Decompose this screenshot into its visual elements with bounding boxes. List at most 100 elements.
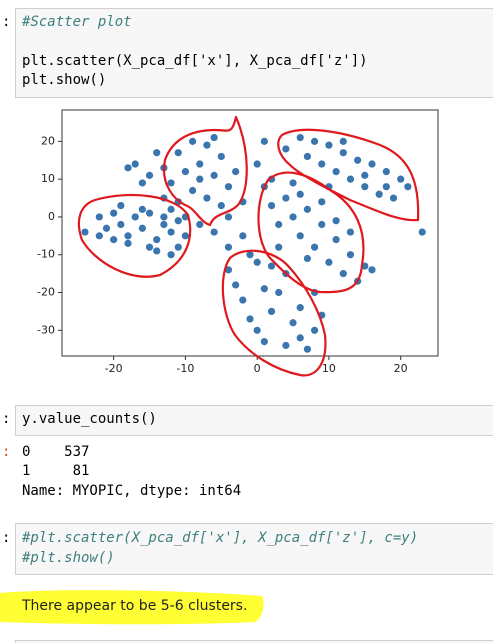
code-cell[interactable]	[15, 8, 493, 98]
point	[167, 179, 175, 187]
point	[260, 338, 268, 346]
point	[325, 258, 333, 266]
code-cell[interactable]	[15, 640, 493, 643]
x-tick-label: 20	[394, 362, 408, 375]
point	[145, 171, 154, 179]
point	[382, 183, 390, 191]
point	[153, 149, 161, 157]
point	[275, 243, 283, 251]
point	[239, 232, 247, 240]
point	[310, 243, 319, 251]
point	[346, 251, 355, 259]
point	[310, 326, 319, 334]
point	[267, 307, 276, 316]
cluster-loop	[162, 115, 248, 227]
point	[260, 137, 268, 145]
point	[224, 213, 233, 221]
point	[368, 266, 376, 274]
point	[325, 141, 333, 149]
prompt: :	[2, 14, 10, 30]
highlight	[0, 590, 264, 625]
point	[296, 232, 304, 240]
cluster-loop	[77, 193, 192, 278]
point	[267, 202, 276, 210]
point	[210, 133, 218, 142]
y-tick-label: -30	[37, 323, 55, 336]
point	[375, 190, 383, 198]
code-line: y.value_counts()	[22, 411, 157, 427]
x-tick-label: 10	[322, 362, 336, 375]
point	[253, 326, 261, 334]
point	[389, 194, 398, 202]
point	[275, 288, 283, 297]
point	[361, 171, 369, 179]
point	[188, 186, 197, 195]
point	[174, 149, 182, 157]
code-line: plt.show()	[22, 72, 106, 88]
point	[110, 209, 118, 217]
output-line: 0 537	[22, 444, 89, 460]
point	[224, 243, 233, 251]
code-comment: #plt.scatter(X_pca_df['x'], X_pca_df['z'…	[21, 530, 418, 546]
code-cell[interactable]	[15, 523, 493, 575]
code-comment: #plt.show()	[21, 550, 115, 566]
point	[167, 228, 175, 236]
point	[167, 205, 175, 213]
point	[346, 175, 355, 183]
point	[246, 315, 254, 323]
y-tick-label: 0	[48, 210, 55, 223]
point	[282, 341, 290, 350]
point	[131, 160, 139, 168]
x-tick-label: -10	[176, 362, 194, 375]
point	[138, 224, 146, 232]
point	[282, 145, 290, 153]
y-tick-label: -10	[37, 248, 55, 261]
y-tick-label: 20	[41, 134, 55, 147]
point	[368, 160, 376, 168]
y-tick-label: -20	[37, 286, 55, 299]
point	[361, 183, 369, 191]
point	[117, 202, 125, 210]
point	[296, 334, 304, 342]
point	[282, 194, 290, 202]
point	[81, 228, 89, 236]
point	[404, 183, 412, 191]
cluster-loop	[277, 128, 420, 222]
point	[332, 217, 340, 225]
point	[354, 156, 362, 164]
point	[303, 345, 312, 353]
point	[124, 164, 132, 172]
point	[275, 220, 283, 229]
point	[289, 179, 297, 187]
point	[174, 243, 182, 251]
point	[260, 285, 268, 293]
point	[232, 167, 240, 176]
point	[138, 179, 146, 187]
point	[117, 220, 125, 229]
point	[339, 270, 347, 278]
cluster-loop	[221, 249, 327, 377]
point	[382, 167, 390, 176]
code-cell[interactable]	[15, 405, 493, 436]
output-prompt: :	[2, 444, 10, 460]
point	[124, 239, 132, 247]
point	[188, 137, 197, 145]
point	[289, 213, 297, 221]
code-line: plt.scatter(X_pca_df['x'], X_pca_df['z']…	[22, 53, 368, 69]
x-tick-label: -20	[105, 362, 123, 375]
output-line: Name: MYOPIC, dtype: int64	[22, 483, 241, 499]
x-tick-label: 0	[254, 362, 261, 375]
point	[246, 251, 254, 259]
point	[102, 224, 111, 232]
point	[210, 228, 218, 236]
point	[145, 209, 154, 217]
point	[296, 133, 304, 142]
point	[95, 213, 103, 221]
point	[253, 258, 261, 266]
point	[181, 232, 190, 240]
point	[253, 160, 261, 168]
point	[232, 281, 240, 289]
point	[239, 296, 247, 304]
point	[397, 175, 405, 183]
